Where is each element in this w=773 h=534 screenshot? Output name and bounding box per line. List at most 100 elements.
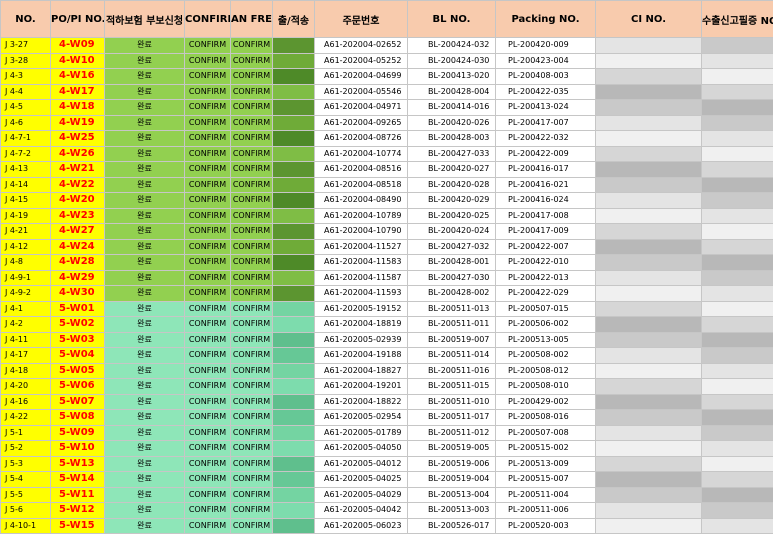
packing-no-cell[interactable]: PL-200513-009 — [496, 456, 596, 472]
bl-no-cell[interactable]: BL-200519-007 — [408, 332, 496, 348]
ci-no-cell[interactable] — [596, 301, 702, 317]
an-freight-cell[interactable]: CONFIRM — [231, 208, 273, 224]
an-freight-cell[interactable]: CONFIRM — [231, 115, 273, 131]
packing-no-cell[interactable]: PL-200508-002 — [496, 348, 596, 364]
header-packing-no[interactable]: Packing NO. — [496, 1, 596, 38]
row-no-cell[interactable]: J 4-5 — [1, 100, 51, 116]
order-no-cell[interactable]: A61-202004-18827 — [315, 363, 408, 379]
order-no-cell[interactable]: A61-202004-04971 — [315, 100, 408, 116]
po-pi-cell[interactable]: 5-W06 — [51, 379, 105, 395]
po-pi-cell[interactable]: 4-W28 — [51, 255, 105, 271]
bl-no-cell[interactable]: BL-200513-004 — [408, 487, 496, 503]
ci-no-cell[interactable] — [596, 100, 702, 116]
bl-no-cell[interactable]: BL-200511-010 — [408, 394, 496, 410]
order-no-cell[interactable]: A61-202005-04012 — [315, 456, 408, 472]
ci-no-cell[interactable] — [596, 224, 702, 240]
export-declaration-cell[interactable] — [702, 270, 773, 286]
insurance-cell[interactable]: 완료 — [105, 286, 185, 302]
ci-no-cell[interactable] — [596, 115, 702, 131]
confirm-cell[interactable]: CONFIRM — [185, 301, 231, 317]
ci-no-cell[interactable] — [596, 441, 702, 457]
confirm-cell[interactable]: CONFIRM — [185, 53, 231, 69]
insurance-cell[interactable]: 완료 — [105, 348, 185, 364]
export-declaration-cell[interactable] — [702, 503, 773, 519]
export-declaration-cell[interactable] — [702, 394, 773, 410]
confirm-cell[interactable]: CONFIRM — [185, 100, 231, 116]
export-declaration-cell[interactable] — [702, 146, 773, 162]
shipment-cell[interactable] — [273, 286, 315, 302]
order-no-cell[interactable]: A61-202004-11527 — [315, 239, 408, 255]
row-no-cell[interactable]: J 4-3 — [1, 69, 51, 85]
export-declaration-cell[interactable] — [702, 100, 773, 116]
ci-no-cell[interactable] — [596, 162, 702, 178]
header-order-no[interactable]: 주문번호 — [315, 1, 408, 38]
insurance-cell[interactable]: 완료 — [105, 472, 185, 488]
an-freight-cell[interactable]: CONFIRM — [231, 224, 273, 240]
order-no-cell[interactable]: A61-202004-10790 — [315, 224, 408, 240]
po-pi-cell[interactable]: 5-W07 — [51, 394, 105, 410]
confirm-cell[interactable]: CONFIRM — [185, 224, 231, 240]
order-no-cell[interactable]: A61-202004-08516 — [315, 162, 408, 178]
header-an-freight[interactable]: AN FREIGHT — [231, 1, 273, 38]
row-no-cell[interactable]: J 3-28 — [1, 53, 51, 69]
export-declaration-cell[interactable] — [702, 162, 773, 178]
packing-no-cell[interactable]: PL-200422-013 — [496, 270, 596, 286]
bl-no-cell[interactable]: BL-200428-004 — [408, 84, 496, 100]
bl-no-cell[interactable]: BL-200424-032 — [408, 38, 496, 54]
bl-no-cell[interactable]: BL-200413-020 — [408, 69, 496, 85]
insurance-cell[interactable]: 완료 — [105, 84, 185, 100]
ci-no-cell[interactable] — [596, 425, 702, 441]
an-freight-cell[interactable]: CONFIRM — [231, 193, 273, 209]
confirm-cell[interactable]: CONFIRM — [185, 472, 231, 488]
insurance-cell[interactable]: 완료 — [105, 410, 185, 426]
row-no-cell[interactable]: J 4-20 — [1, 379, 51, 395]
confirm-cell[interactable]: CONFIRM — [185, 115, 231, 131]
po-pi-cell[interactable]: 4-W19 — [51, 115, 105, 131]
an-freight-cell[interactable]: CONFIRM — [231, 69, 273, 85]
packing-no-cell[interactable]: PL-200506-002 — [496, 317, 596, 333]
order-no-cell[interactable]: A61-202004-19201 — [315, 379, 408, 395]
an-freight-cell[interactable]: CONFIRM — [231, 84, 273, 100]
po-pi-cell[interactable]: 5-W12 — [51, 503, 105, 519]
shipment-cell[interactable] — [273, 270, 315, 286]
order-no-cell[interactable]: A61-202005-02954 — [315, 410, 408, 426]
po-pi-cell[interactable]: 4-W09 — [51, 38, 105, 54]
po-pi-cell[interactable]: 4-W24 — [51, 239, 105, 255]
export-declaration-cell[interactable] — [702, 487, 773, 503]
po-pi-cell[interactable]: 5-W14 — [51, 472, 105, 488]
bl-no-cell[interactable]: BL-200511-015 — [408, 379, 496, 395]
row-no-cell[interactable]: J 4-22 — [1, 410, 51, 426]
order-no-cell[interactable]: A61-202004-05252 — [315, 53, 408, 69]
shipment-cell[interactable] — [273, 38, 315, 54]
export-declaration-cell[interactable] — [702, 239, 773, 255]
bl-no-cell[interactable]: BL-200428-003 — [408, 131, 496, 147]
insurance-cell[interactable]: 완료 — [105, 146, 185, 162]
export-declaration-cell[interactable] — [702, 84, 773, 100]
row-no-cell[interactable]: J 4-12 — [1, 239, 51, 255]
row-no-cell[interactable]: J 4-15 — [1, 193, 51, 209]
shipment-cell[interactable] — [273, 317, 315, 333]
insurance-cell[interactable]: 완료 — [105, 115, 185, 131]
bl-no-cell[interactable]: BL-200519-006 — [408, 456, 496, 472]
insurance-cell[interactable]: 완료 — [105, 38, 185, 54]
header-po-pi-no[interactable]: PO/PI NO. — [51, 1, 105, 38]
insurance-cell[interactable]: 완료 — [105, 332, 185, 348]
packing-no-cell[interactable]: PL-200416-017 — [496, 162, 596, 178]
po-pi-cell[interactable]: 4-W18 — [51, 100, 105, 116]
ci-no-cell[interactable] — [596, 270, 702, 286]
confirm-cell[interactable]: CONFIRM — [185, 84, 231, 100]
ci-no-cell[interactable] — [596, 317, 702, 333]
po-pi-cell[interactable]: 5-W02 — [51, 317, 105, 333]
packing-no-cell[interactable]: PL-200417-007 — [496, 115, 596, 131]
row-no-cell[interactable]: J 4-7-2 — [1, 146, 51, 162]
row-no-cell[interactable]: J 4-9-2 — [1, 286, 51, 302]
